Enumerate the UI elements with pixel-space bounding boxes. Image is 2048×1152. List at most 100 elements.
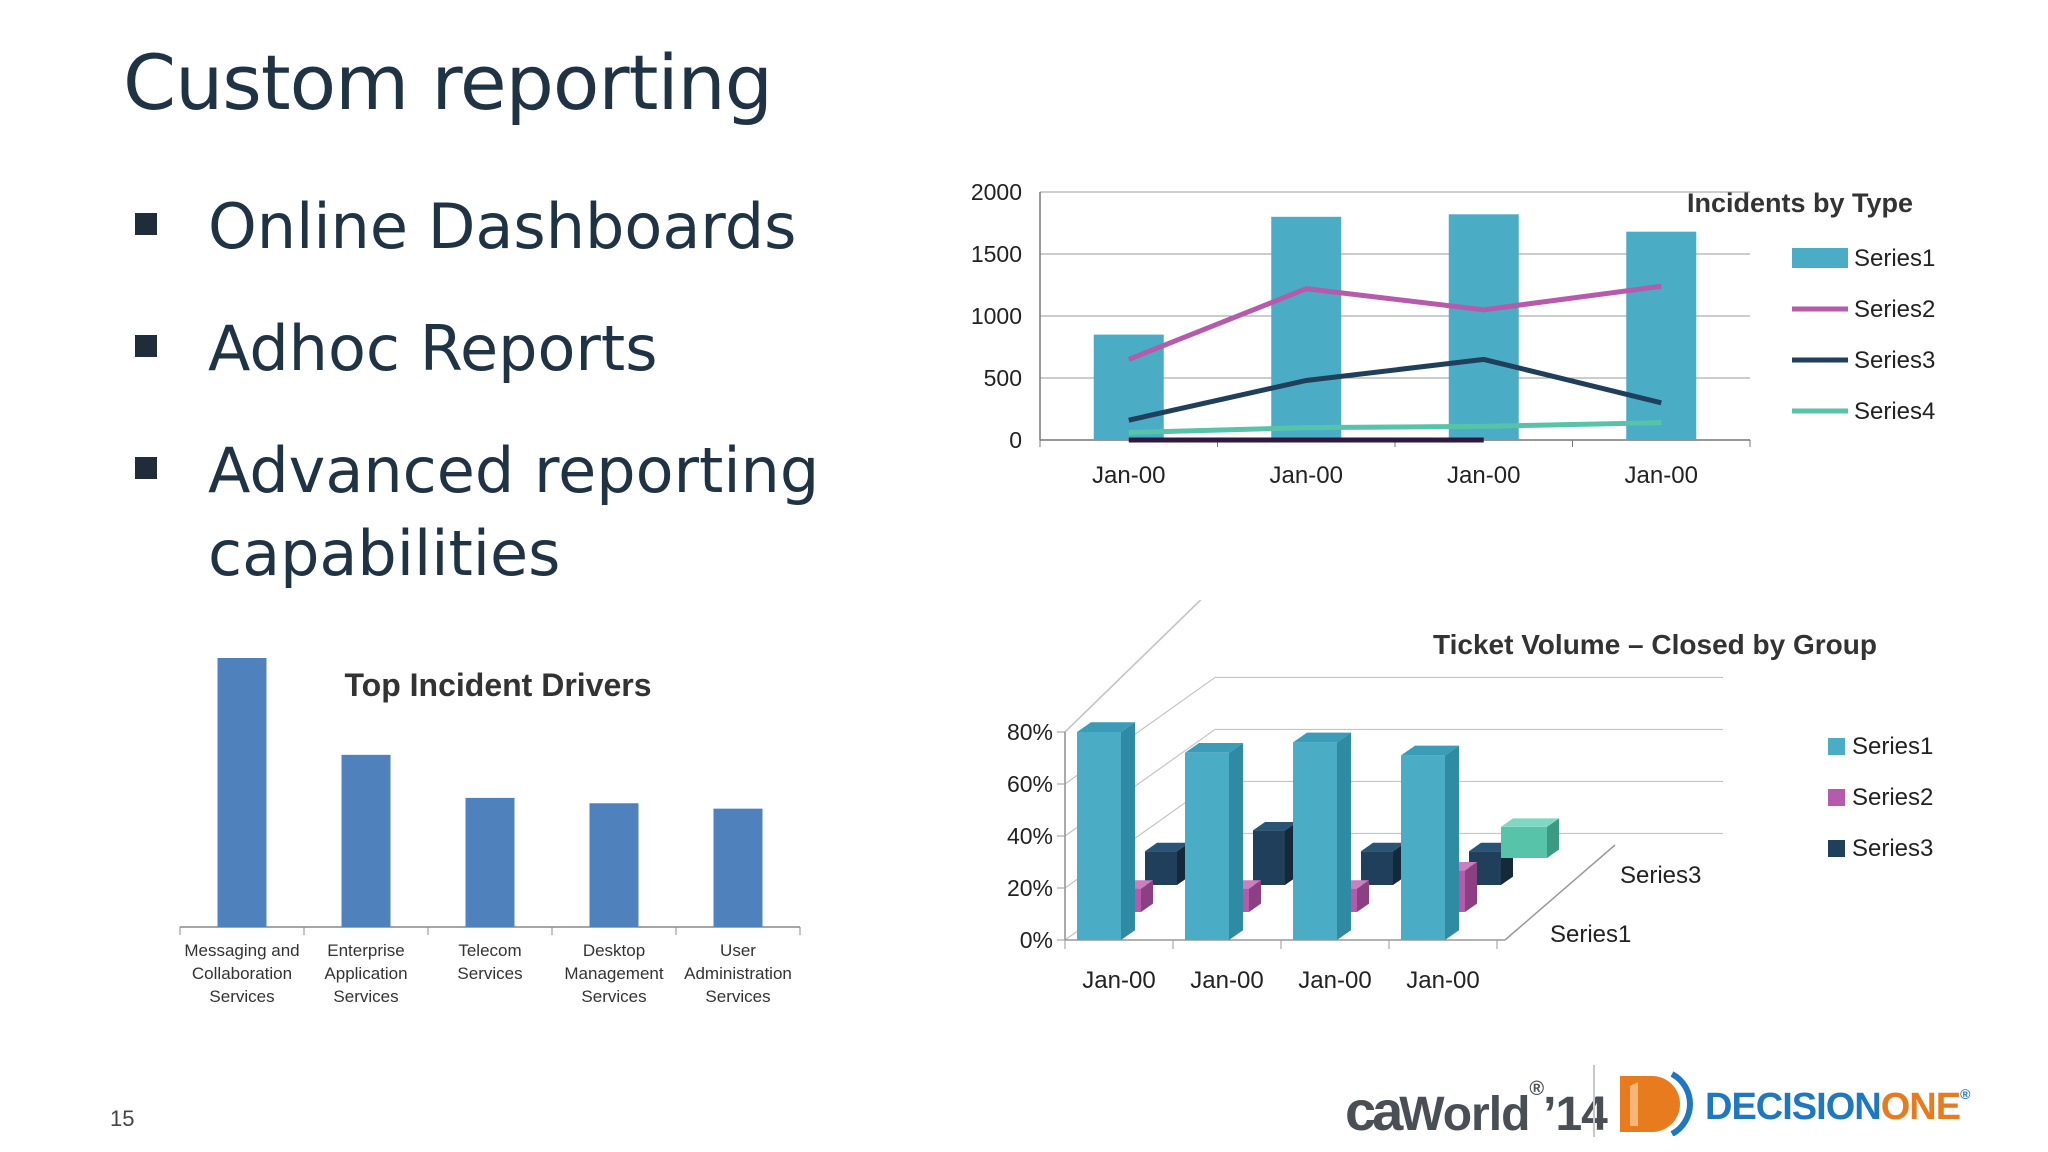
- ticket-bar-series1-top: [1293, 732, 1351, 743]
- ca-world-logo: caWorld®’14: [1345, 1078, 1608, 1142]
- gridline: [1064, 676, 1723, 785]
- category-label: Telecom: [458, 941, 521, 960]
- ticket-bar-series2-side: [1357, 880, 1369, 912]
- category-label: User: [720, 941, 756, 960]
- logo-divider: [1593, 1065, 1595, 1137]
- y-tick-label: 0%: [1020, 927, 1053, 953]
- bullet-marker: [135, 213, 157, 235]
- driver-bar: [713, 808, 763, 927]
- ticket-bar-series1: [1077, 732, 1121, 940]
- bullet-marker: [135, 457, 157, 479]
- bullet-advanced-reporting: Advanced reporting: [208, 434, 820, 507]
- y-tick-label: 1500: [971, 241, 1022, 267]
- gridline: [1064, 600, 1202, 733]
- ticket-bar-series1-top: [1077, 722, 1135, 732]
- y-tick-label: 1000: [971, 303, 1022, 329]
- legend-label: Series2: [1854, 296, 1935, 323]
- chart-title: Ticket Volume – Closed by Group: [1433, 629, 1877, 660]
- depth-label: Series1: [1550, 921, 1631, 948]
- ticket-bar-series1-side: [1229, 743, 1243, 940]
- ticket-bar-series4-side: [1547, 818, 1559, 858]
- x-tick-label: Jan-00: [1190, 967, 1263, 994]
- incident-bar: [1626, 231, 1697, 440]
- series-line-series3: [1128, 356, 1662, 423]
- depth-axis: [1504, 844, 1616, 941]
- legend-swatch: [1828, 840, 1845, 857]
- category-label: Services: [705, 987, 770, 1006]
- x-tick-label: Jan-00: [1298, 967, 1371, 994]
- category-label: Services: [333, 987, 398, 1006]
- legend-label: Series1: [1852, 733, 1933, 760]
- ticket-bar-series4: [1501, 826, 1547, 858]
- legend-label: Series3: [1852, 835, 1933, 862]
- ticket-bar-series1-top: [1185, 743, 1243, 753]
- legend-label: Series1: [1854, 245, 1935, 272]
- ticket-bar-series1-side: [1445, 745, 1459, 940]
- depth-label: Series3: [1620, 862, 1701, 889]
- ticket-bar-series1-top: [1401, 745, 1459, 756]
- y-tick-label: 20%: [1007, 875, 1053, 901]
- legend-swatch: [1792, 248, 1848, 268]
- category-label: Application: [324, 964, 407, 983]
- gridline: [1064, 728, 1723, 837]
- x-tick-label: Jan-00: [1092, 462, 1165, 489]
- category-label: Management: [564, 964, 664, 983]
- bullet-online-dashboards: Online Dashboards: [208, 190, 797, 263]
- ticket-bar-series2-side: [1249, 880, 1261, 912]
- legend-label: Series3: [1854, 347, 1935, 374]
- incident-bar: [1448, 214, 1519, 440]
- bullet-adhoc-reports: Adhoc Reports: [208, 312, 658, 385]
- category-label: Messaging and: [184, 941, 299, 960]
- ticket-bar-series2-side: [1141, 880, 1153, 912]
- series-line-series2: [1127, 283, 1662, 362]
- chart-title: Incidents by Type: [1687, 188, 1913, 218]
- x-tick-label: Jan-00: [1625, 462, 1698, 489]
- bullet-marker: [135, 335, 157, 357]
- y-tick-label: 0: [1009, 427, 1022, 453]
- driver-bar: [465, 797, 515, 927]
- bullet-advanced-reporting-line2: capabilities: [208, 517, 561, 590]
- category-label: Desktop: [583, 941, 645, 960]
- ticket-bar-series1-side: [1121, 722, 1135, 940]
- ticket-bar-series2-side: [1465, 862, 1477, 912]
- ticket-bar-series3: [1361, 851, 1393, 885]
- series-line-series4: [1128, 420, 1662, 436]
- x-tick-label: Jan-00: [1082, 967, 1155, 994]
- ticket-bar-series3: [1145, 851, 1177, 885]
- legend-swatch: [1828, 789, 1845, 806]
- ticket-bar-series3-top: [1145, 842, 1189, 852]
- chart-title: Top Incident Drivers: [344, 667, 651, 703]
- legend-label: Series2: [1852, 784, 1933, 811]
- x-tick-label: Jan-00: [1270, 462, 1343, 489]
- y-tick-label: 40%: [1007, 823, 1053, 849]
- page-number: 15: [110, 1106, 135, 1131]
- x-tick-label: Jan-00: [1406, 967, 1479, 994]
- ticket-bar-series3-top: [1253, 822, 1297, 831]
- ticket-bar-series3-top: [1361, 842, 1405, 852]
- ticket-bar-series3: [1253, 830, 1285, 885]
- driver-bar: [589, 803, 639, 927]
- category-label: Services: [457, 964, 522, 983]
- category-label: Collaboration: [192, 964, 292, 983]
- incident-bar: [1271, 216, 1342, 440]
- ticket-volume-chart: 0% 20% 40% 60% 80% Jan-00 Jan-00 Jan-00 Jan-00 Se…: [1007, 600, 1933, 994]
- driver-bar: [217, 658, 267, 927]
- top-incident-drivers-chart: Messaging and Collaboration Services Enterp…: [179, 658, 801, 1006]
- legend-label: Series4: [1854, 398, 1935, 425]
- category-label: Enterprise: [327, 941, 404, 960]
- category-label: Services: [209, 987, 274, 1006]
- x-tick-label: Jan-00: [1447, 462, 1520, 489]
- decisionone-logo: DECISIONONE®: [1705, 1086, 1970, 1128]
- ticket-bar-series1: [1293, 742, 1337, 940]
- y-tick-label: 2000: [971, 179, 1022, 205]
- y-tick-label: 80%: [1007, 719, 1053, 745]
- incidents-by-type-chart: 0 500 1000 1500 2000 Jan-00 Jan-00 Jan-00 Jan-00…: [971, 179, 1936, 489]
- slide-title: Custom reporting: [123, 38, 773, 127]
- legend-swatch: [1828, 738, 1845, 755]
- category-label: Services: [581, 987, 646, 1006]
- decisionone-mark-icon: [1620, 1071, 1693, 1136]
- y-tick-label: 60%: [1007, 771, 1053, 797]
- ticket-bar-series4-top: [1501, 818, 1559, 827]
- ticket-bar-series1-side: [1337, 732, 1351, 940]
- category-label: Administration: [684, 964, 792, 983]
